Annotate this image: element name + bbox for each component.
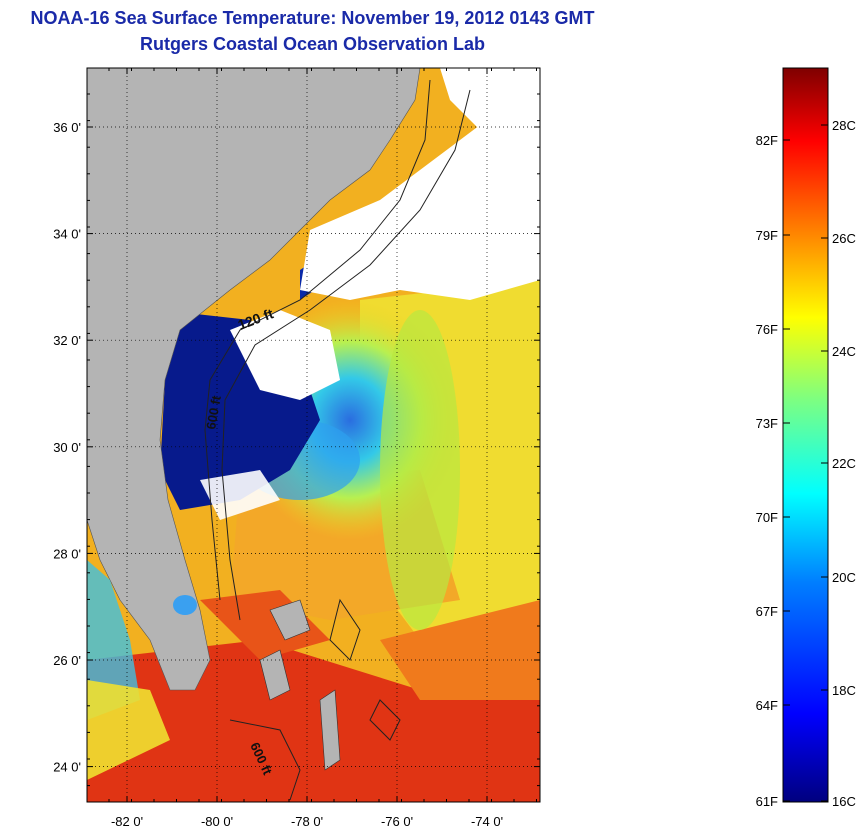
colorbar-fahrenheit-label: 82F [756, 133, 778, 148]
colorbar-fahrenheit-label: 70F [756, 510, 778, 525]
lon-tick-label: -76 0' [381, 814, 413, 829]
bahamas-island [259, 649, 291, 701]
lat-tick-label: 28 0' [53, 546, 81, 561]
colorbar-fahrenheit-label: 64F [756, 698, 778, 713]
lat-tick-label: 24 0' [53, 760, 81, 775]
map-axes: -82 0' -80 0' -78 0' -76 0' -74 0' 36 0' 34 0'… [53, 68, 540, 829]
colorbar-gradient [782, 67, 829, 803]
figure-title: NOAA-16 Sea Surface Temperature: Novembe… [30, 8, 595, 28]
colorbar-celsius-label: 20C [832, 570, 856, 585]
warm-water-region [87, 640, 540, 802]
colorbar-celsius-label: 18C [832, 683, 856, 698]
lon-tick-label: -74 0' [471, 814, 503, 829]
colorbar-celsius-label: 24C [832, 344, 856, 359]
colorbar-fahrenheit-label: 61F [756, 794, 778, 809]
lat-tick-label: 32 0' [53, 333, 81, 348]
map-frame [86, 67, 541, 803]
colorbar-celsius-label: 28C [832, 118, 856, 133]
contour-120ft [204, 79, 431, 601]
colorbar-labels: 82F 79F 76F 73F 70F 67F 64F 61F 28C 26C 24C 22C 20C 1… [756, 118, 856, 809]
lat-tick-label: 36 0' [53, 120, 81, 135]
colorbar-fahrenheit-label: 79F [756, 228, 778, 243]
colorbar-celsius-label: 22C [832, 456, 856, 471]
lon-tick-label: -78 0' [291, 814, 323, 829]
bahamas-island [319, 689, 341, 771]
colorbar-fahrenheit-label: 73F [756, 416, 778, 431]
land-mass [87, 68, 421, 691]
lake-okeechobee [173, 595, 197, 615]
lat-tick-label: 30 0' [53, 440, 81, 455]
contour-600ft [221, 89, 471, 621]
lat-tick-label: 26 0' [53, 653, 81, 668]
figure-subtitle: Rutgers Coastal Ocean Observation Lab [139, 34, 486, 54]
colorbar-fahrenheit-label: 67F [756, 604, 778, 619]
lon-tick-label: -82 0' [111, 814, 143, 829]
bahamas-island [269, 599, 311, 641]
colorbar-celsius-label: 16C [832, 794, 856, 809]
lon-tick-label: -80 0' [201, 814, 233, 829]
contour-label-600ft-north: 600 ft [203, 394, 224, 431]
colorbar-fahrenheit-label: 76F [756, 322, 778, 337]
map-image [87, 68, 540, 802]
colorbar-celsius-label: 26C [832, 231, 856, 246]
lat-tick-label: 34 0' [53, 227, 81, 242]
